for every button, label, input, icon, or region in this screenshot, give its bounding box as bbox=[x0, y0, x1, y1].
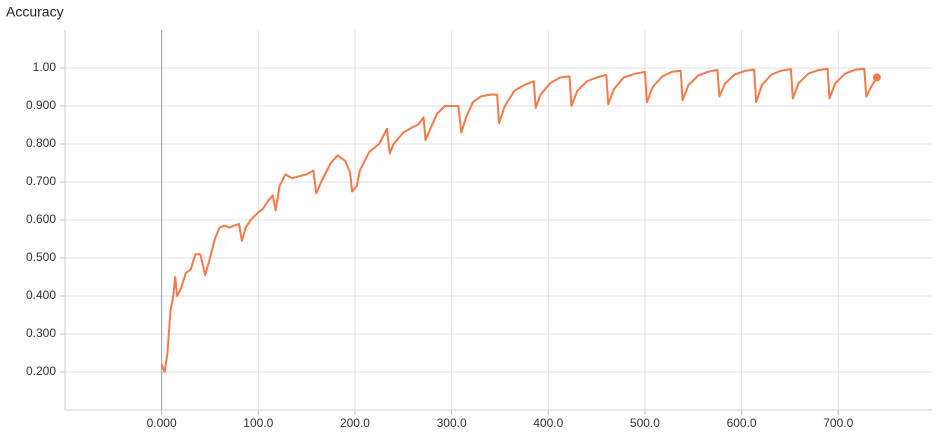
end-point bbox=[872, 73, 881, 82]
x-tick-label: 400.0 bbox=[533, 416, 563, 430]
y-tick-label: 0.900 bbox=[26, 98, 56, 112]
y-tick-label: 0.400 bbox=[26, 288, 56, 302]
y-tick-label: 0.800 bbox=[26, 136, 56, 150]
x-tick-label: 600.0 bbox=[727, 416, 757, 430]
x-tick-label: 300.0 bbox=[437, 416, 467, 430]
y-tick-label: 0.600 bbox=[26, 212, 56, 226]
x-tick-label: 100.0 bbox=[243, 416, 273, 430]
x-tick-label: 700.0 bbox=[823, 416, 853, 430]
line-series bbox=[160, 67, 878, 373]
chart-title: Accuracy bbox=[6, 4, 64, 20]
y-tick-label: 0.300 bbox=[26, 326, 56, 340]
x-tick-label: 200.0 bbox=[340, 416, 370, 430]
y-tick-label: 1.00 bbox=[33, 60, 57, 74]
x-tick-label: 0.000 bbox=[147, 416, 177, 430]
y-tick-label: 0.700 bbox=[26, 174, 56, 188]
y-tick-label: 0.500 bbox=[26, 250, 56, 264]
y-tick-label: 0.200 bbox=[26, 364, 56, 378]
x-tick-label: 500.0 bbox=[630, 416, 660, 430]
